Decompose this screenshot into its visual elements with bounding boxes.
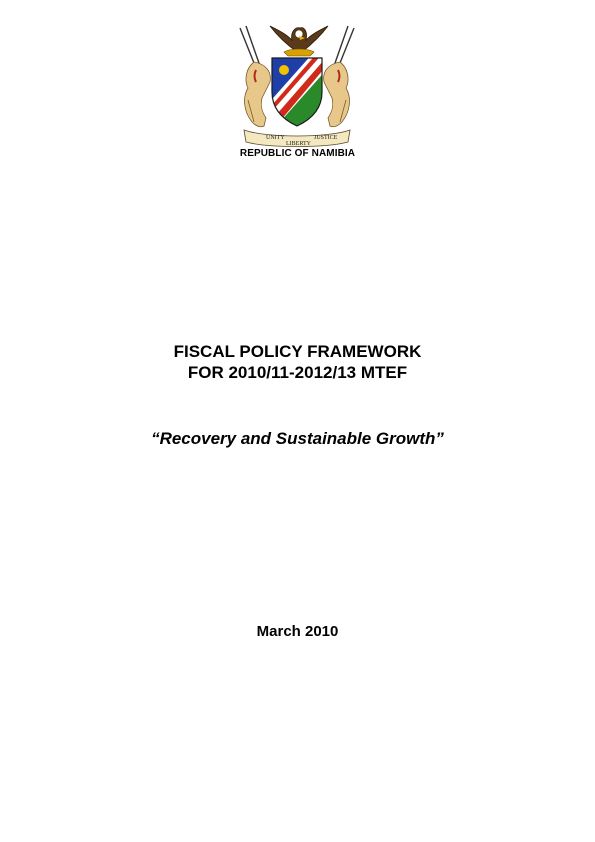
title-line-2: FOR 2010/11-2012/13 MTEF — [187, 363, 408, 382]
motto-liberty: LIBERTY — [286, 141, 312, 147]
country-name: REPUBLIC OF NAMIBIA — [239, 148, 356, 159]
left-oryx-icon — [239, 25, 271, 128]
right-oryx-icon — [323, 25, 355, 128]
shield-icon — [271, 57, 323, 127]
motto-unity: UNITY — [266, 135, 285, 141]
document-subtitle: “Recovery and Sustainable Growth” — [151, 429, 444, 448]
coat-of-arms-icon: UNITY LIBERTY JUSTICE — [239, 25, 355, 147]
document-title: FISCAL POLICY FRAMEWORK FOR 2010/11-2012… — [0, 341, 595, 383]
eagle-icon — [269, 25, 329, 57]
title-line-1: FISCAL POLICY FRAMEWORK — [173, 342, 422, 361]
document-date: March 2010 — [256, 623, 339, 640]
motto-justice: JUSTICE — [314, 135, 338, 141]
motto-ribbon: UNITY LIBERTY JUSTICE — [243, 129, 351, 147]
